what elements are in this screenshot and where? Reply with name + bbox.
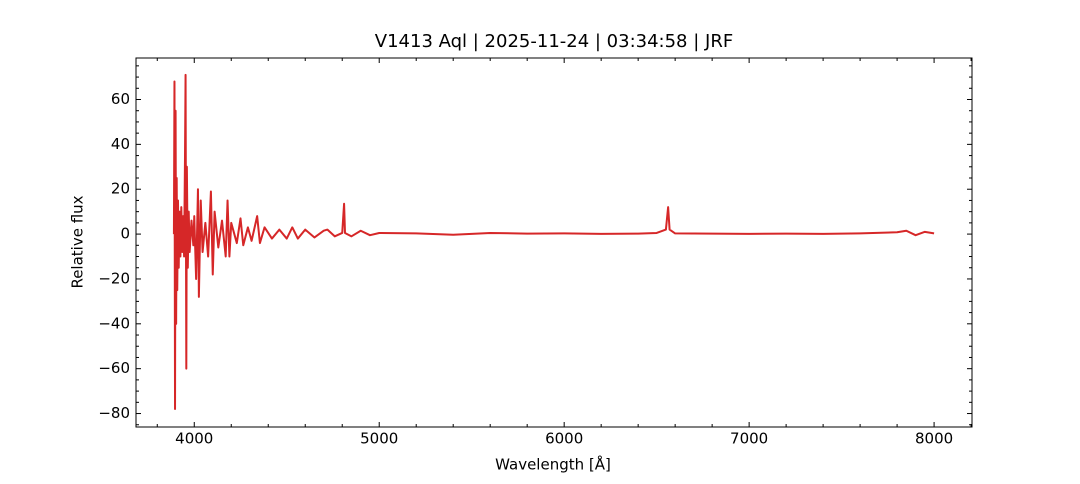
y-tick-label: 0 <box>120 225 130 243</box>
x-axis-label: Wavelength [Å] <box>495 455 611 474</box>
y-tick-label: −20 <box>98 269 130 287</box>
y-tick-label: 40 <box>111 135 130 153</box>
y-tick-label: −40 <box>98 314 130 332</box>
x-tick-label: 5000 <box>360 430 398 448</box>
plot-frame <box>135 57 973 428</box>
x-tick-label: 6000 <box>545 430 583 448</box>
y-tick-label: 60 <box>111 90 130 108</box>
y-tick-label: −60 <box>98 359 130 377</box>
chart-title: V1413 Aql | 2025-11-24 | 03:34:58 | JRF <box>375 31 733 52</box>
y-tick-label: −80 <box>98 404 130 422</box>
x-tick-label: 7000 <box>730 430 768 448</box>
x-tick-label: 8000 <box>915 430 953 448</box>
x-tick-label: 4000 <box>175 430 213 448</box>
y-axis-label: Relative flux <box>69 195 87 288</box>
y-tick-label: 20 <box>111 180 130 198</box>
spectrum-line <box>172 73 935 411</box>
